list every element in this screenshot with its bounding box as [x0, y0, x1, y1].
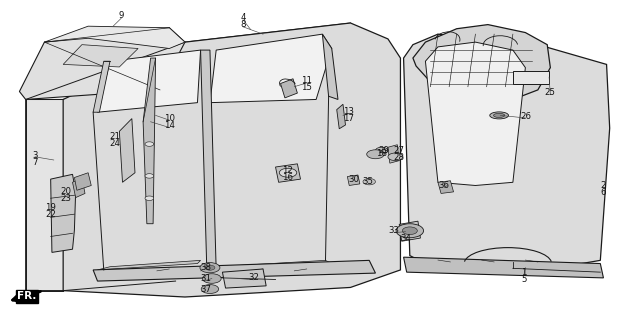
Circle shape — [145, 142, 154, 146]
Text: 37: 37 — [200, 284, 211, 293]
Polygon shape — [438, 181, 454, 194]
Text: 22: 22 — [45, 210, 56, 219]
Text: 9: 9 — [118, 12, 124, 20]
Polygon shape — [74, 173, 91, 190]
Polygon shape — [322, 34, 338, 100]
Text: 34: 34 — [400, 234, 411, 243]
Polygon shape — [63, 23, 401, 297]
Circle shape — [201, 284, 218, 293]
Polygon shape — [44, 26, 185, 49]
Text: 35: 35 — [362, 177, 374, 186]
Polygon shape — [210, 34, 332, 103]
Text: 19: 19 — [45, 203, 56, 212]
Text: 2: 2 — [601, 181, 606, 190]
Text: 10: 10 — [164, 114, 175, 123]
Text: 24: 24 — [110, 139, 120, 148]
Polygon shape — [337, 104, 346, 129]
Polygon shape — [120, 119, 135, 182]
Ellipse shape — [493, 113, 505, 117]
Text: 12: 12 — [282, 166, 294, 175]
Circle shape — [279, 168, 297, 177]
Text: 13: 13 — [343, 107, 354, 116]
Polygon shape — [222, 269, 266, 288]
Text: 17: 17 — [343, 114, 354, 123]
Polygon shape — [404, 257, 603, 278]
Text: 5: 5 — [521, 275, 527, 284]
Text: 29: 29 — [379, 146, 389, 155]
Polygon shape — [93, 61, 110, 112]
Polygon shape — [388, 145, 399, 163]
Polygon shape — [275, 164, 300, 182]
FancyBboxPatch shape — [513, 71, 549, 84]
Circle shape — [145, 196, 154, 200]
Polygon shape — [347, 175, 360, 186]
Circle shape — [202, 274, 221, 283]
Text: 16: 16 — [282, 173, 294, 182]
Text: 30: 30 — [348, 175, 359, 184]
Text: 3: 3 — [33, 151, 38, 160]
Text: 33: 33 — [389, 226, 399, 235]
Ellipse shape — [490, 112, 508, 119]
Text: 18: 18 — [376, 149, 387, 158]
Text: 36: 36 — [439, 181, 449, 190]
Text: 28: 28 — [394, 153, 404, 162]
Polygon shape — [98, 50, 200, 112]
Text: 11: 11 — [301, 76, 312, 85]
Circle shape — [367, 150, 384, 159]
Text: 1: 1 — [521, 268, 527, 277]
Text: 20: 20 — [61, 188, 72, 196]
Circle shape — [388, 153, 403, 161]
Text: FR.: FR. — [18, 292, 36, 301]
Polygon shape — [93, 260, 376, 281]
Polygon shape — [280, 79, 297, 98]
Polygon shape — [404, 34, 610, 271]
Text: 25: 25 — [545, 88, 556, 97]
Polygon shape — [63, 45, 138, 67]
Text: 14: 14 — [164, 121, 175, 130]
Text: 38: 38 — [200, 263, 211, 272]
Circle shape — [403, 227, 418, 235]
Circle shape — [376, 147, 388, 154]
Text: 4: 4 — [240, 13, 246, 22]
Text: 15: 15 — [301, 83, 312, 92]
Polygon shape — [73, 178, 85, 197]
Polygon shape — [98, 260, 200, 270]
Text: 23: 23 — [61, 194, 72, 204]
Polygon shape — [399, 221, 421, 241]
Text: 7: 7 — [33, 158, 38, 167]
Text: 31: 31 — [200, 274, 211, 283]
Text: 32: 32 — [248, 273, 259, 282]
Circle shape — [200, 263, 220, 273]
Text: 6: 6 — [601, 188, 606, 197]
Polygon shape — [426, 42, 525, 186]
Polygon shape — [413, 25, 550, 100]
Circle shape — [145, 174, 154, 178]
Polygon shape — [210, 260, 332, 270]
Polygon shape — [26, 80, 175, 291]
Polygon shape — [200, 50, 216, 270]
Circle shape — [205, 265, 215, 270]
Text: 21: 21 — [110, 132, 120, 140]
Circle shape — [363, 179, 376, 185]
Text: 27: 27 — [394, 146, 404, 155]
Text: 26: 26 — [520, 112, 531, 121]
Text: 8: 8 — [240, 20, 246, 29]
Polygon shape — [51, 174, 76, 252]
Circle shape — [396, 224, 424, 238]
Polygon shape — [143, 58, 156, 224]
Polygon shape — [19, 28, 185, 100]
